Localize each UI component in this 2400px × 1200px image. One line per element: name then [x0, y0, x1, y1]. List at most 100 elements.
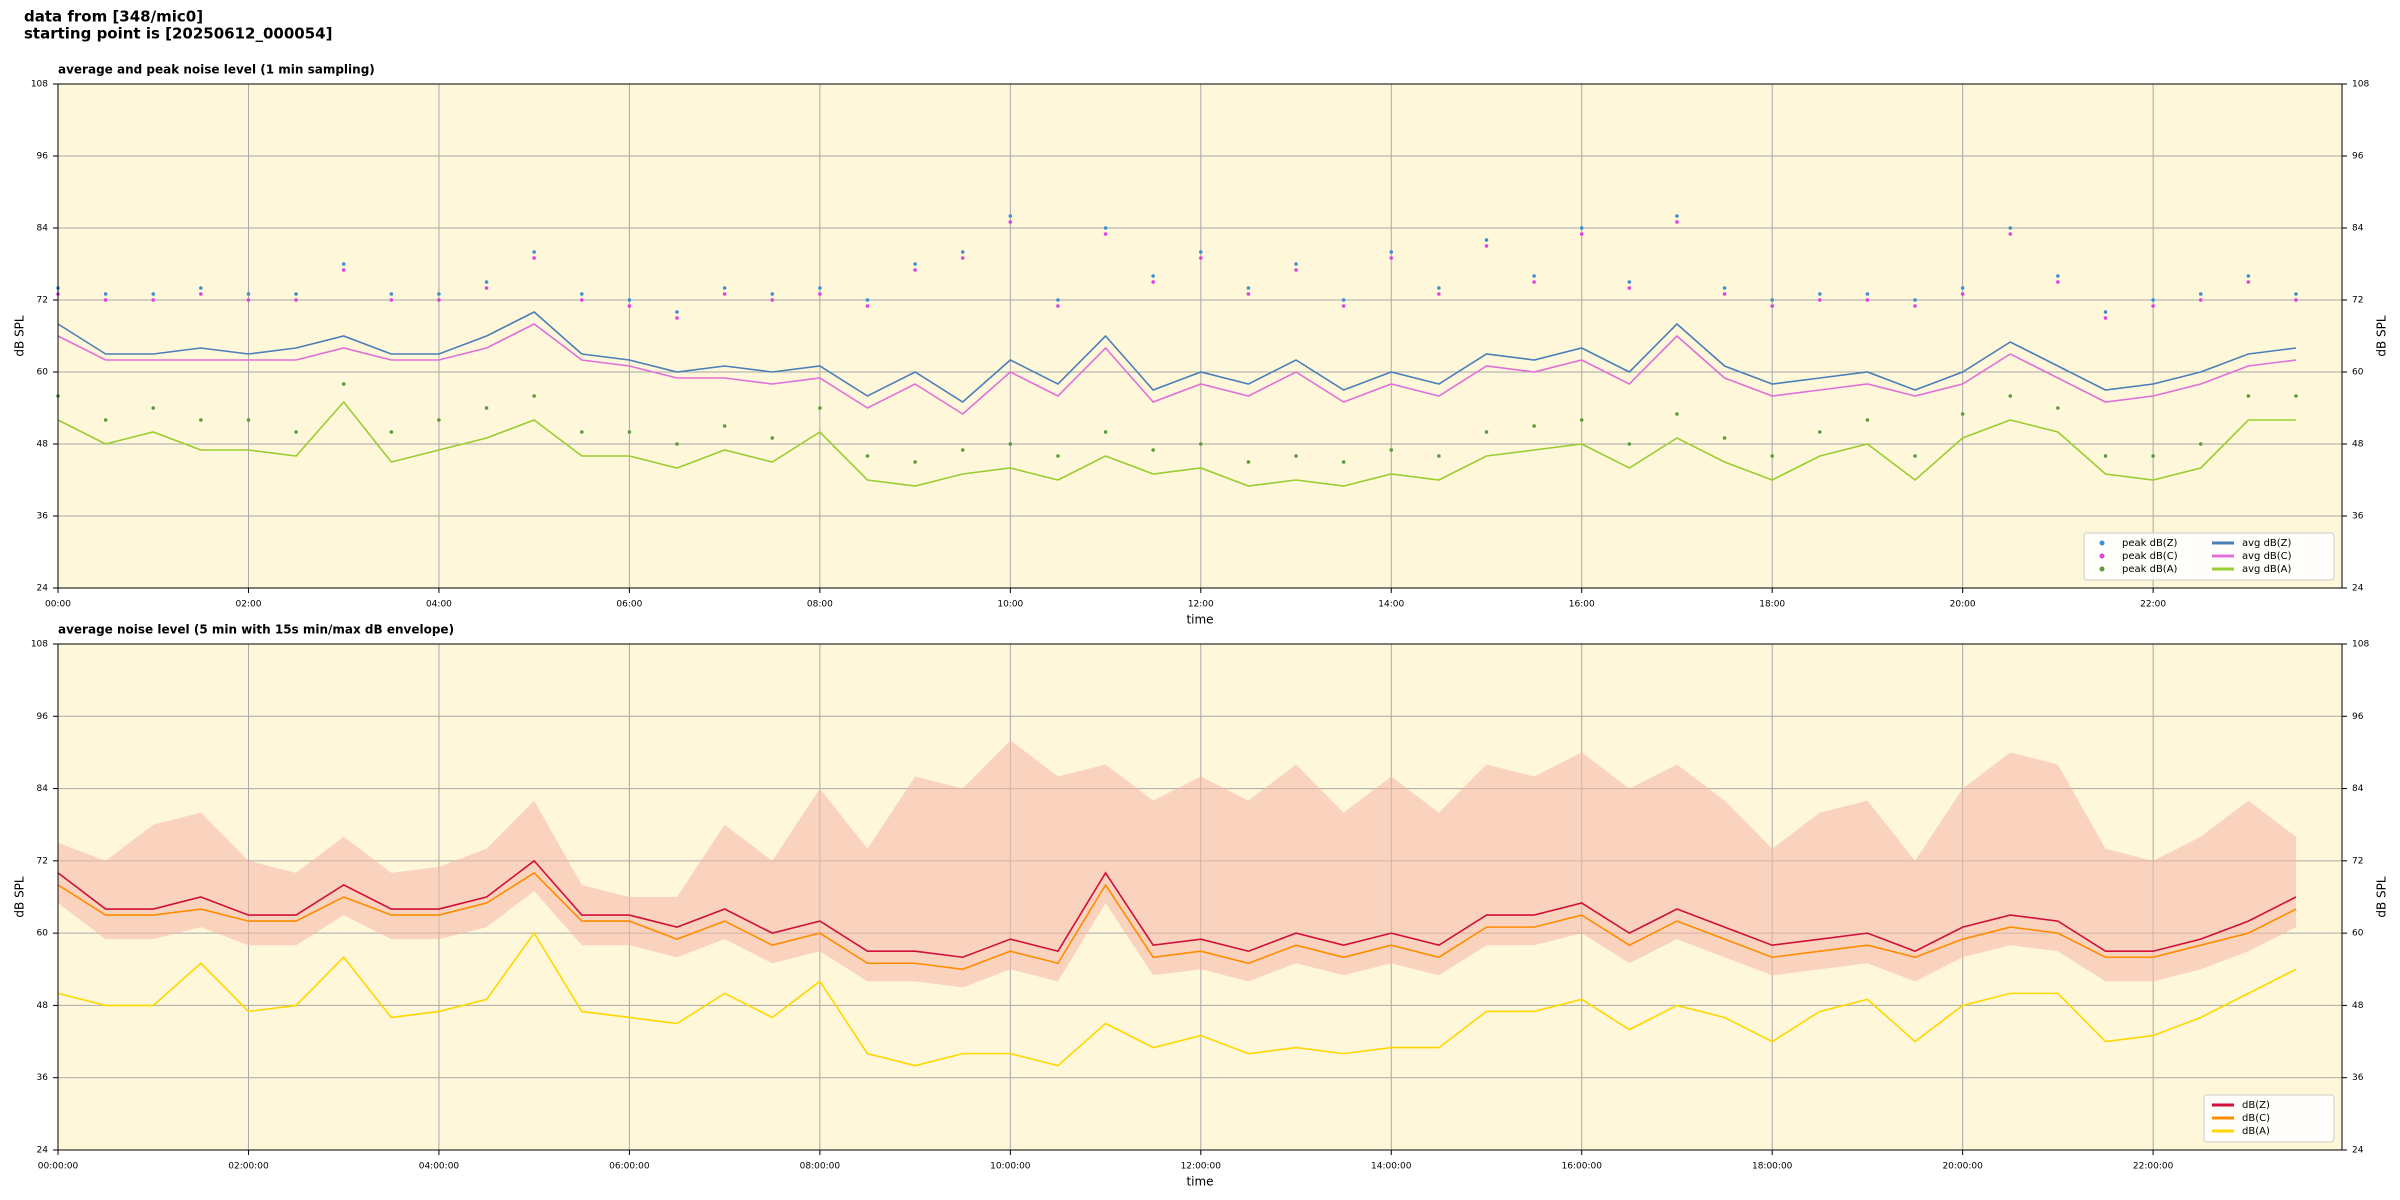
- x-tick-label: 20:00:00: [1942, 1162, 1983, 1172]
- chart-panel: average noise level (5 min with 15s min/…: [13, 623, 2389, 1189]
- peak-point: [722, 424, 727, 428]
- peak-point: [1532, 424, 1536, 428]
- peak-point: [2198, 298, 2203, 302]
- y-tick-label: 48: [37, 440, 49, 450]
- peak-point: [389, 298, 394, 302]
- x-tick-label: 10:00: [997, 600, 1023, 610]
- y-tick-label: 108: [31, 80, 48, 90]
- peak-point: [1818, 430, 1822, 434]
- peak-point: [1722, 286, 1727, 290]
- legend-label: dB(A): [2242, 1126, 2270, 1137]
- y2-tick-label: 60: [2352, 929, 2364, 939]
- y2-tick-label: 48: [2352, 440, 2364, 450]
- peak-point: [1056, 298, 1060, 302]
- x-tick-label: 22:00: [2140, 600, 2166, 610]
- legend-label: dB(C): [2242, 1113, 2270, 1124]
- y2-tick-label: 36: [2352, 1073, 2364, 1083]
- peak-point: [437, 418, 441, 422]
- peak-point: [1341, 298, 1346, 302]
- peak-point: [341, 262, 346, 266]
- peak-point: [818, 286, 822, 290]
- peak-point: [2151, 304, 2155, 308]
- peak-point: [1294, 268, 1298, 272]
- peak-point: [532, 394, 536, 398]
- peak-point: [1913, 454, 1917, 458]
- peak-point: [2151, 454, 2155, 458]
- y-tick-label: 24: [37, 1146, 49, 1156]
- peak-point: [865, 454, 870, 458]
- peak-point: [1579, 232, 1584, 236]
- chart-panel: average and peak noise level (1 min samp…: [13, 63, 2389, 627]
- peak-point: [532, 250, 536, 254]
- legend-label: avg dB(Z): [2242, 538, 2292, 549]
- peak-point: [1437, 286, 1441, 290]
- x-tick-label: 18:00:00: [1752, 1162, 1793, 1172]
- peak-point: [1246, 286, 1251, 290]
- peak-point: [484, 286, 489, 290]
- peak-point: [246, 298, 251, 302]
- peak-point: [1532, 280, 1536, 284]
- series-line: [57, 323, 2297, 415]
- peak-point: [1675, 214, 1679, 218]
- y2-tick-label: 72: [2352, 856, 2363, 866]
- legend-marker: [2099, 553, 2105, 559]
- peak-point: [1341, 304, 1346, 308]
- peak-point: [199, 286, 203, 290]
- peak-point: [627, 298, 632, 302]
- x-tick-label: 20:00: [1950, 600, 1976, 610]
- peak-point: [437, 292, 441, 296]
- y2-tick-label: 48: [2352, 1001, 2364, 1011]
- peak-point: [1246, 460, 1251, 464]
- peak-point: [2198, 292, 2203, 296]
- peak-point: [1770, 454, 1774, 458]
- peak-point: [1341, 460, 1346, 464]
- peak-point: [1008, 220, 1013, 224]
- peak-point: [1818, 292, 1822, 296]
- start-label: starting point is [20250612_000054]: [24, 25, 332, 43]
- y-tick-label: 60: [37, 929, 49, 939]
- peak-point: [960, 250, 965, 254]
- peak-point: [2103, 316, 2108, 320]
- peak-point: [294, 298, 298, 302]
- x-tick-label: 22:00:00: [2133, 1162, 2174, 1172]
- y2-tick-label: 72: [2352, 296, 2363, 306]
- peak-point: [151, 292, 156, 296]
- y-tick-label: 72: [37, 856, 48, 866]
- peak-point: [1294, 454, 1298, 458]
- peak-point: [1770, 304, 1774, 308]
- y-tick-label: 84: [37, 784, 49, 794]
- x-tick-label: 14:00: [1378, 600, 1404, 610]
- peak-point: [246, 292, 251, 296]
- y-tick-label: 72: [37, 296, 48, 306]
- peak-point: [770, 298, 775, 302]
- y2-tick-label: 36: [2352, 512, 2364, 522]
- peak-point: [2294, 298, 2298, 302]
- peak-point: [341, 268, 346, 272]
- y-axis-label: dB SPL: [13, 876, 27, 918]
- peak-point: [341, 382, 346, 386]
- y-tick-label: 60: [37, 368, 49, 378]
- peak-point: [818, 292, 822, 296]
- y2-tick-label: 96: [2352, 152, 2364, 162]
- peak-point: [103, 298, 108, 302]
- peak-point: [1198, 256, 1203, 260]
- peak-point: [770, 436, 775, 440]
- y2-tick-label: 108: [2352, 80, 2369, 90]
- peak-point: [913, 268, 917, 272]
- peak-point: [1484, 238, 1489, 242]
- peak-point: [1960, 286, 1965, 290]
- y2-axis-label: dB SPL: [2375, 876, 2389, 918]
- legend-label: peak dB(A): [2122, 564, 2178, 575]
- peak-point: [199, 292, 203, 296]
- x-tick-label: 06:00:00: [609, 1162, 650, 1172]
- y-tick-label: 24: [37, 584, 49, 594]
- y-tick-label: 36: [37, 1073, 49, 1083]
- peak-point: [2008, 232, 2013, 236]
- y2-tick-label: 60: [2352, 368, 2364, 378]
- x-tick-label: 16:00: [1569, 600, 1595, 610]
- peak-point: [2008, 394, 2013, 398]
- x-axis-label: time: [1186, 613, 1213, 627]
- peak-point: [865, 304, 870, 308]
- y2-tick-label: 84: [2352, 784, 2364, 794]
- chart-title: average and peak noise level (1 min samp…: [58, 63, 375, 77]
